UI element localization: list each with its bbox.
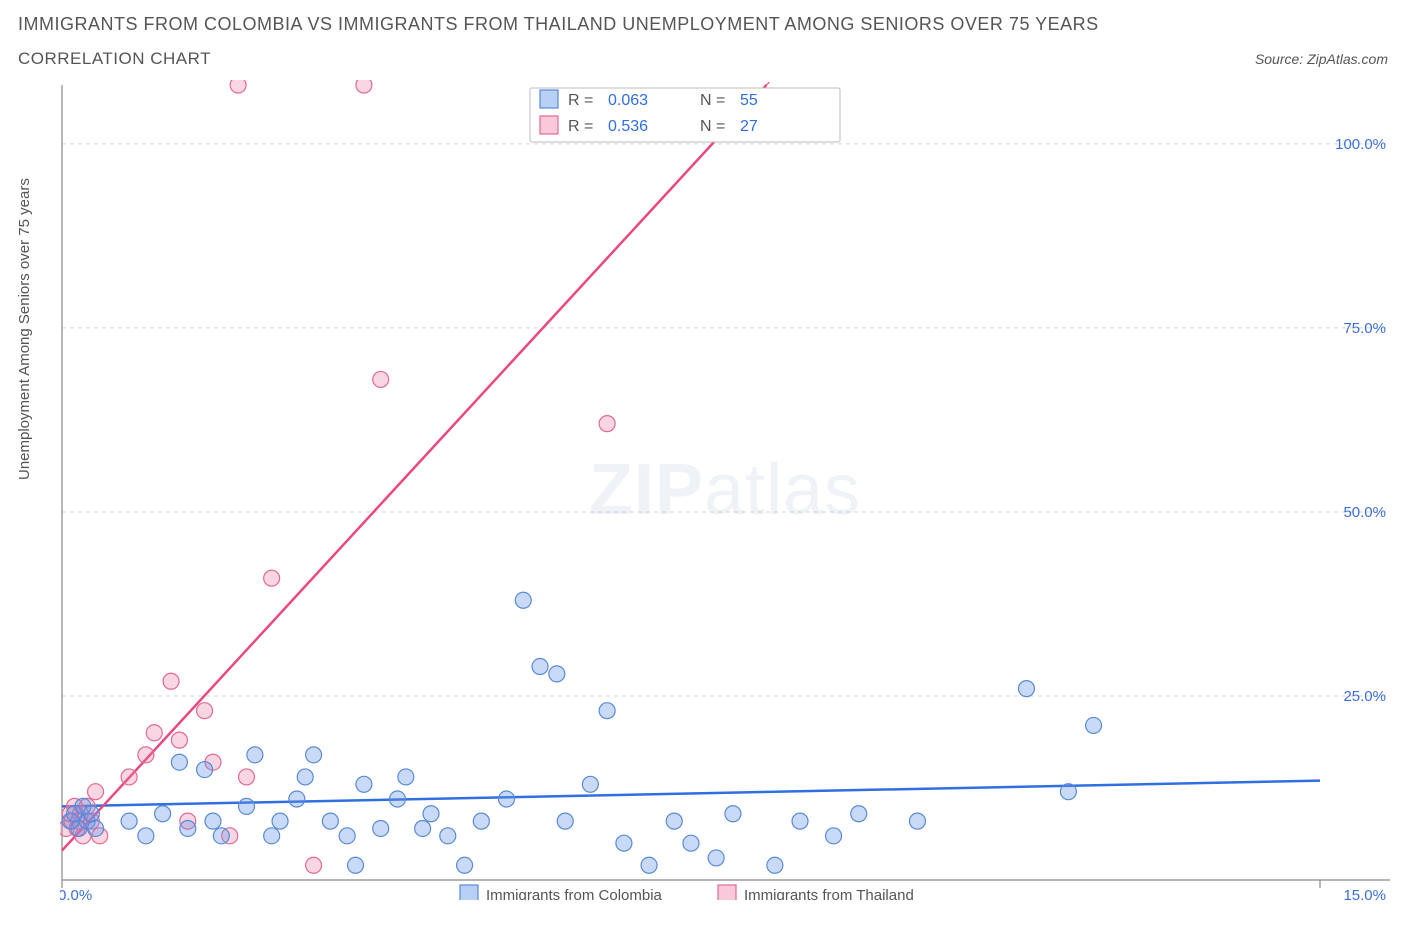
svg-text:55: 55 [740,92,758,109]
svg-text:0.063: 0.063 [608,92,648,109]
svg-text:27: 27 [740,118,758,135]
svg-text:50.0%: 50.0% [1343,504,1386,521]
chart-subtitle: CORRELATION CHART [18,49,211,69]
svg-text:15.0%: 15.0% [1343,887,1386,900]
chart-title: IMMIGRANTS FROM COLOMBIA VS IMMIGRANTS F… [18,14,1388,35]
svg-text:N =: N = [700,118,725,135]
svg-text:R =: R = [568,92,593,109]
svg-text:25.0%: 25.0% [1343,688,1386,705]
svg-text:0.0%: 0.0% [60,887,92,900]
chart-svg: 0.0% 15.0% 25.0% 50.0% 75.0% 100.0% R = 0.063 N … [60,80,1390,900]
svg-text:Immigrants from Thailand: Immigrants from Thailand [744,887,914,900]
svg-text:75.0%: 75.0% [1343,320,1386,337]
chart-container: IMMIGRANTS FROM COLOMBIA VS IMMIGRANTS F… [0,0,1406,930]
svg-text:100.0%: 100.0% [1335,136,1386,153]
svg-text:R =: R = [568,118,593,135]
y-axis-label: Unemployment Among Seniors over 75 years [16,178,33,480]
subtitle-row: CORRELATION CHART Source: ZipAtlas.com [18,49,1388,69]
source-label: Source: ZipAtlas.com [1255,51,1388,67]
svg-text:Immigrants from Colombia: Immigrants from Colombia [486,887,663,900]
chart-plot-area: 0.0% 15.0% 25.0% 50.0% 75.0% 100.0% R = 0.063 N … [60,80,1390,900]
svg-text:N =: N = [700,92,725,109]
svg-text:0.536: 0.536 [608,118,648,135]
